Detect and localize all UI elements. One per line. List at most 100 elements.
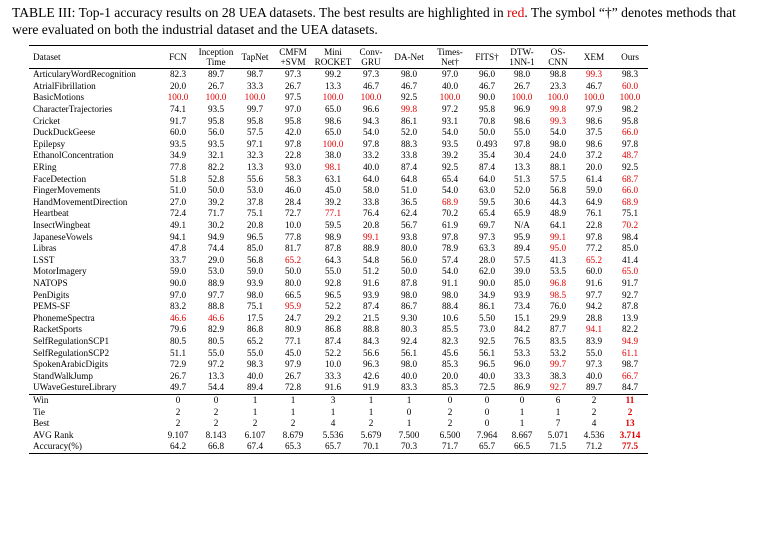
result-cell: 87.8 [400, 277, 418, 288]
result-cell: 54.0 [441, 266, 459, 277]
table-row: SpokenArabicDigits 72.9 97.2 98.3 97.9 10.0 96… [29, 359, 648, 371]
result-cell: 0 [470, 393, 504, 407]
result-cell: 4 [591, 418, 597, 429]
result-cell: 94.2 [585, 301, 603, 312]
result-cell: 87.8 [621, 301, 639, 312]
table-row: SelfRegulationSCP1 80.5 80.5 65.2 77.1 87.4 84… [29, 336, 648, 348]
result-cell: 67.4 [236, 441, 274, 454]
result-cell: 51.8 [169, 173, 187, 184]
result-cell: 23.3 [549, 80, 567, 91]
result-cell: 97.7 [207, 289, 225, 300]
result-cell: 55.0 [585, 347, 603, 358]
result-cell: 87.7 [549, 324, 567, 335]
table-row: FaceDetection 51.8 52.8 55.6 58.3 63.1 64.0 64.… [29, 173, 648, 185]
result-cell: 66.0 [621, 127, 639, 138]
result-cell: 72.9 [169, 359, 187, 370]
result-cell: 82.9 [207, 324, 225, 335]
result-cell: 100.0 [511, 92, 533, 103]
result-cell: 0 [504, 393, 540, 407]
result-cell: 15.1 [513, 312, 531, 323]
result-cell: 97.3 [362, 69, 380, 80]
result-cell: 68.9 [441, 196, 459, 207]
result-cell: 20.8 [246, 220, 264, 231]
result-cell: 63.0 [478, 185, 496, 196]
table-row: ArticularyWordRecognition 82.3 89.7 98.7 97.… [29, 69, 648, 81]
result-cell: 28.4 [284, 196, 302, 207]
result-cell: 65.9 [513, 208, 531, 219]
result-cell: 7 [555, 418, 561, 429]
result-cell: 66.5 [504, 441, 540, 454]
result-cell: 100.0 [360, 92, 382, 103]
result-cell: 94.9 [207, 231, 225, 242]
result-cell: 63.3 [478, 243, 496, 254]
result-cell: 97.8 [362, 138, 380, 149]
result-cell: 98.2 [621, 104, 639, 115]
result-cell: 5.536 [322, 429, 344, 440]
result-cell: 98.6 [324, 115, 342, 126]
result-cell: 92.5 [400, 92, 418, 103]
column-header: Mini ROCKET [312, 45, 354, 69]
result-cell: 93.9 [362, 289, 380, 300]
result-cell: 32.3 [246, 150, 264, 161]
result-cell: 1 [290, 406, 296, 417]
result-cell: 52.2 [324, 347, 342, 358]
result-cell: 2 [576, 393, 612, 407]
result-cell: 96.0 [478, 69, 496, 80]
result-cell: 33.3 [246, 80, 264, 91]
result-cell: 98.9 [324, 231, 342, 242]
result-cell: 56.8 [246, 254, 264, 265]
result-cell: 7.500 [398, 429, 420, 440]
result-cell: 4.536 [583, 429, 605, 440]
result-cell: 45.6 [441, 347, 459, 358]
result-cell: 65.0 [621, 266, 639, 277]
result-cell: 56.6 [362, 347, 380, 358]
result-cell: 66.8 [196, 441, 236, 454]
result-cell: 66.5 [284, 289, 302, 300]
result-cell: 100.0 [322, 92, 344, 103]
result-cell: 97.1 [246, 138, 264, 149]
result-cell: N/A [514, 220, 530, 231]
result-cell: 85.3 [441, 359, 459, 370]
result-cell: 89.7 [585, 382, 603, 393]
result-cell: 53.0 [246, 185, 264, 196]
result-cell: 55.0 [324, 266, 342, 277]
result-cell: 87.4 [362, 301, 380, 312]
result-cell: 20.0 [169, 80, 187, 91]
result-cell: 91.7 [621, 277, 639, 288]
result-cell: 98.7 [246, 69, 264, 80]
result-cell: 97.0 [284, 104, 302, 115]
result-cell: 86.9 [513, 382, 531, 393]
result-cell: 98.0 [400, 359, 418, 370]
result-cell: 0 [160, 393, 196, 407]
result-cell: 77.2 [585, 243, 603, 254]
table-row: CharacterTrajectories 74.1 93.5 99.7 97.0 65.… [29, 104, 648, 116]
results-table: Dataset FCN Inception Time TapNet CMFM +SVM Min… [29, 45, 648, 454]
result-cell: 80.0 [400, 243, 418, 254]
result-cell: 65.0 [324, 127, 342, 138]
result-cell: 65.2 [284, 254, 302, 265]
result-cell: 95.8 [621, 115, 639, 126]
result-cell: 60.0 [621, 80, 639, 91]
result-cell: 97.8 [585, 231, 603, 242]
dataset-name: EthanolConcentration [33, 150, 114, 161]
result-cell: 24.0 [549, 150, 567, 161]
table-row: PEMS-SF 83.2 88.8 75.1 95.9 52.2 87.4 86.7 88.4 8… [29, 301, 648, 313]
result-cell: 55.6 [246, 173, 264, 184]
dataset-name: Cricket [33, 115, 61, 126]
result-cell: 87.8 [324, 243, 342, 254]
caption-red-word: red [507, 5, 525, 20]
result-cell: 82.3 [169, 69, 187, 80]
result-cell: 50.0 [284, 266, 302, 277]
result-cell: 98.0 [549, 138, 567, 149]
result-cell: 96.6 [362, 104, 380, 115]
result-cell: 70.8 [478, 115, 496, 126]
result-cell: 72.4 [169, 208, 187, 219]
table-row: DuckDuckGeese 60.0 56.0 57.5 42.0 65.0 54.0 52.… [29, 127, 648, 139]
result-cell: 98.3 [246, 359, 264, 370]
result-cell: 0 [430, 393, 470, 407]
result-cell: 86.8 [324, 324, 342, 335]
result-cell: 98.1 [324, 162, 342, 173]
result-cell: 21.5 [362, 312, 380, 323]
result-cell: 61.9 [441, 220, 459, 231]
result-cell: 100.0 [583, 92, 605, 103]
